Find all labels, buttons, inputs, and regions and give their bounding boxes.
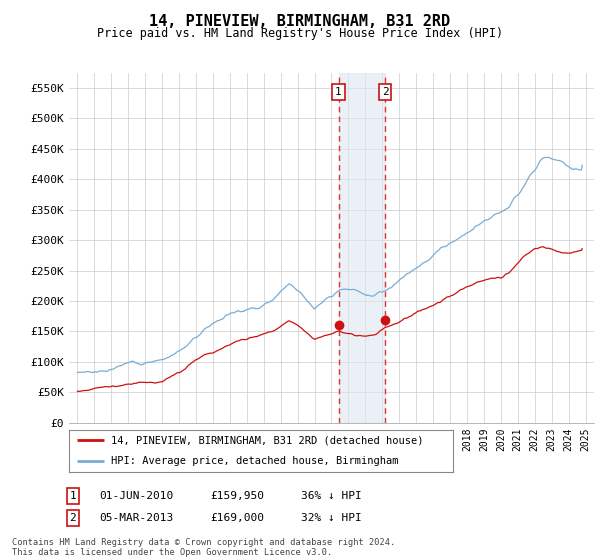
Text: 1: 1 xyxy=(335,87,342,97)
Text: 32% ↓ HPI: 32% ↓ HPI xyxy=(301,513,361,523)
Text: HPI: Average price, detached house, Birmingham: HPI: Average price, detached house, Birm… xyxy=(111,456,399,466)
Text: 01-JUN-2010: 01-JUN-2010 xyxy=(100,491,174,501)
Text: £169,000: £169,000 xyxy=(211,513,265,523)
Text: Price paid vs. HM Land Registry's House Price Index (HPI): Price paid vs. HM Land Registry's House … xyxy=(97,27,503,40)
Text: 2: 2 xyxy=(382,87,389,97)
Text: 14, PINEVIEW, BIRMINGHAM, B31 2RD (detached house): 14, PINEVIEW, BIRMINGHAM, B31 2RD (detac… xyxy=(111,435,424,445)
Text: 1: 1 xyxy=(70,491,76,501)
Text: 2: 2 xyxy=(70,513,76,523)
Text: Contains HM Land Registry data © Crown copyright and database right 2024.
This d: Contains HM Land Registry data © Crown c… xyxy=(12,538,395,557)
Text: 14, PINEVIEW, BIRMINGHAM, B31 2RD: 14, PINEVIEW, BIRMINGHAM, B31 2RD xyxy=(149,14,451,29)
Text: 05-MAR-2013: 05-MAR-2013 xyxy=(100,513,174,523)
Text: £159,950: £159,950 xyxy=(211,491,265,501)
Bar xyxy=(338,73,385,423)
Text: 36% ↓ HPI: 36% ↓ HPI xyxy=(301,491,361,501)
